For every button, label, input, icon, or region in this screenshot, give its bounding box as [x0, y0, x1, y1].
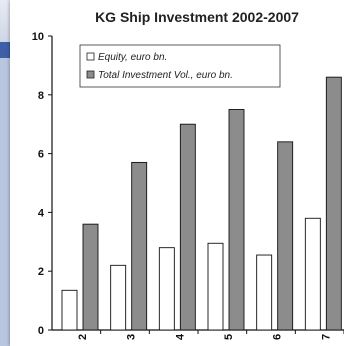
y-tick-label: 4 — [38, 207, 45, 219]
x-tick-label: 3 — [126, 334, 138, 340]
chart-figure: KG Ship Investment 2002-2007 0 2 4 6 8 10 2 3 4… — [10, 0, 344, 346]
bar-equity-2004 — [158, 247, 175, 331]
bar-equity-2007 — [304, 217, 321, 331]
bar-total-2003 — [131, 161, 148, 331]
x-tick-label: 5 — [223, 334, 235, 340]
chart-legend: Equity, euro bn. Total Investment Vol., … — [79, 44, 281, 88]
y-tick-label: 8 — [38, 90, 44, 102]
bar-total-2007 — [325, 76, 342, 331]
bar-equity-2003 — [110, 264, 127, 331]
bar-total-2005 — [228, 109, 245, 331]
chart-title: KG Ship Investment 2002-2007 — [95, 9, 299, 25]
y-tick-label: 10 — [32, 31, 44, 43]
bar-equity-2006 — [256, 254, 273, 331]
x-tick-label: 6 — [272, 334, 284, 340]
y-tick-label: 6 — [38, 149, 44, 161]
x-tick-label: 7 — [320, 334, 332, 340]
chart-bars — [61, 76, 342, 331]
bar-equity-2002 — [61, 289, 78, 331]
x-tick-label: 4 — [174, 333, 186, 340]
y-tick-label: 2 — [38, 266, 44, 278]
chart-svg: KG Ship Investment 2002-2007 0 2 4 6 8 10 2 3 4… — [32, 9, 344, 340]
bar-total-2004 — [179, 123, 196, 331]
chart-axes — [48, 35, 344, 334]
legend-label-total: Total Investment Vol., euro bn. — [98, 70, 233, 81]
bar-total-2002 — [82, 223, 99, 331]
legend-box — [79, 44, 281, 88]
x-tick-labels: 2 3 4 5 6 7 — [77, 333, 332, 340]
bar-equity-2005 — [207, 242, 224, 331]
legend-swatch-total — [86, 70, 95, 79]
y-tick-labels: 0 2 4 6 8 10 — [32, 31, 45, 337]
legend-swatch-equity — [86, 52, 95, 61]
bar-total-2006 — [277, 141, 294, 331]
legend-label-equity: Equity, euro bn. — [98, 52, 167, 63]
x-tick-label: 2 — [77, 334, 89, 340]
y-tick-label: 0 — [38, 325, 44, 337]
